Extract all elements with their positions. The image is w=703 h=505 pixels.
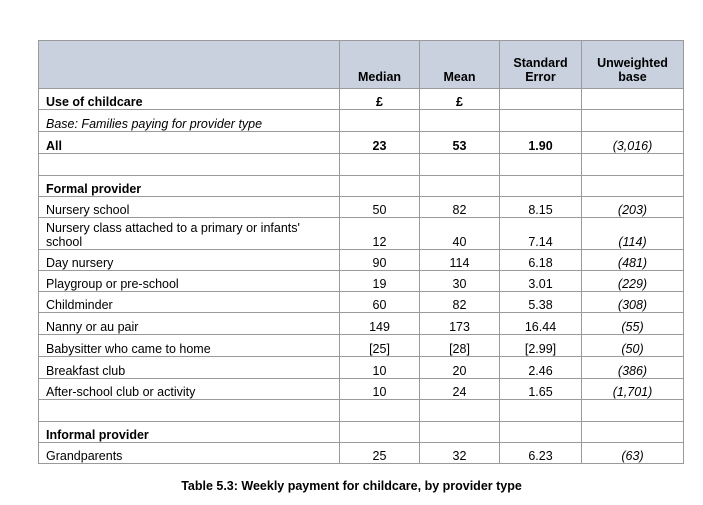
formal-heading-row: Formal provider bbox=[38, 175, 684, 197]
all-row: All 23 53 1.90 (3,016) bbox=[38, 131, 684, 154]
row-base: (63) bbox=[581, 442, 684, 464]
all-label: All bbox=[38, 131, 340, 154]
table-row: Playgroup or pre-school 19 30 3.01 (229) bbox=[38, 270, 684, 292]
spacer-row bbox=[38, 399, 684, 422]
row-mean: 40 bbox=[419, 217, 500, 250]
row-label: Day nursery bbox=[38, 249, 340, 271]
informal-heading-row: Informal provider bbox=[38, 421, 684, 443]
use-of-childcare-row: Use of childcare £ £ bbox=[38, 88, 684, 110]
row-se: 6.18 bbox=[499, 249, 582, 271]
row-base: (481) bbox=[581, 249, 684, 271]
row-median: 10 bbox=[339, 378, 420, 400]
row-median: 19 bbox=[339, 270, 420, 292]
all-base: (3,016) bbox=[581, 131, 684, 154]
row-label: Nanny or au pair bbox=[38, 312, 340, 335]
row-label: After-school club or activity bbox=[38, 378, 340, 400]
all-mean: 53 bbox=[419, 131, 500, 154]
table-row: Nursery class attached to a primary or i… bbox=[38, 217, 684, 250]
row-median: 10 bbox=[339, 356, 420, 379]
row-base: (229) bbox=[581, 270, 684, 292]
row-mean: 24 bbox=[419, 378, 500, 400]
table-row: Babysitter who came to home [25] [28] [2… bbox=[38, 334, 684, 357]
row-median: 50 bbox=[339, 196, 420, 218]
row-mean: 32 bbox=[419, 442, 500, 464]
row-base: (203) bbox=[581, 196, 684, 218]
row-median: 149 bbox=[339, 312, 420, 335]
row-base: (386) bbox=[581, 356, 684, 379]
all-median: 23 bbox=[339, 131, 420, 154]
column-header-row: Median Mean Standard Error Unweighted base bbox=[38, 40, 684, 89]
row-mean: 82 bbox=[419, 291, 500, 313]
spacer-row bbox=[38, 153, 684, 176]
table-caption: Table 5.3: Weekly payment for childcare,… bbox=[181, 479, 522, 493]
table-row: Childminder 60 82 5.38 (308) bbox=[38, 291, 684, 313]
informal-provider-heading: Informal provider bbox=[38, 421, 340, 443]
row-median: 60 bbox=[339, 291, 420, 313]
row-median: 25 bbox=[339, 442, 420, 464]
row-se: 8.15 bbox=[499, 196, 582, 218]
row-label: Grandparents bbox=[38, 442, 340, 464]
formal-provider-heading: Formal provider bbox=[38, 175, 340, 197]
table-row: Day nursery 90 114 6.18 (481) bbox=[38, 249, 684, 271]
table-row: After-school club or activity 10 24 1.65… bbox=[38, 378, 684, 400]
row-se: 1.65 bbox=[499, 378, 582, 400]
row-label: Nursery school bbox=[38, 196, 340, 218]
row-mean: 30 bbox=[419, 270, 500, 292]
row-median: [25] bbox=[339, 334, 420, 357]
row-label: Playgroup or pre-school bbox=[38, 270, 340, 292]
header-mean: Mean bbox=[419, 40, 500, 89]
row-se: [2.99] bbox=[499, 334, 582, 357]
base-note-row: Base: Families paying for provider type bbox=[38, 109, 684, 132]
row-se: 3.01 bbox=[499, 270, 582, 292]
header-median: Median bbox=[339, 40, 420, 89]
row-mean: 114 bbox=[419, 249, 500, 271]
row-label: Nursery class attached to a primary or i… bbox=[38, 217, 340, 250]
childcare-payment-table: Median Mean Standard Error Unweighted base… bbox=[38, 40, 684, 464]
base-note: Base: Families paying for provider type bbox=[38, 109, 340, 132]
row-base: (1,701) bbox=[581, 378, 684, 400]
all-se: 1.90 bbox=[499, 131, 582, 154]
row-mean: 20 bbox=[419, 356, 500, 379]
row-se: 16.44 bbox=[499, 312, 582, 335]
use-of-childcare-label: Use of childcare bbox=[38, 88, 340, 110]
unit-median: £ bbox=[339, 88, 420, 110]
row-mean: 173 bbox=[419, 312, 500, 335]
header-unweighted-base: Unweighted base bbox=[581, 40, 684, 89]
row-mean: 82 bbox=[419, 196, 500, 218]
row-label: Childminder bbox=[38, 291, 340, 313]
row-mean: [28] bbox=[419, 334, 500, 357]
row-se: 5.38 bbox=[499, 291, 582, 313]
row-base: (50) bbox=[581, 334, 684, 357]
row-median: 90 bbox=[339, 249, 420, 271]
row-base: (308) bbox=[581, 291, 684, 313]
row-label: Breakfast club bbox=[38, 356, 340, 379]
row-median: 12 bbox=[339, 217, 420, 250]
row-base: (55) bbox=[581, 312, 684, 335]
table-row: Grandparents 25 32 6.23 (63) bbox=[38, 442, 684, 464]
table-row: Nursery school 50 82 8.15 (203) bbox=[38, 196, 684, 218]
row-base: (114) bbox=[581, 217, 684, 250]
row-label: Babysitter who came to home bbox=[38, 334, 340, 357]
row-se: 7.14 bbox=[499, 217, 582, 250]
table-row: Nanny or au pair 149 173 16.44 (55) bbox=[38, 312, 684, 335]
header-standard-error: Standard Error bbox=[499, 40, 582, 89]
unit-mean: £ bbox=[419, 88, 500, 110]
table-row: Breakfast club 10 20 2.46 (386) bbox=[38, 356, 684, 379]
header-blank bbox=[38, 40, 340, 89]
row-se: 2.46 bbox=[499, 356, 582, 379]
row-se: 6.23 bbox=[499, 442, 582, 464]
